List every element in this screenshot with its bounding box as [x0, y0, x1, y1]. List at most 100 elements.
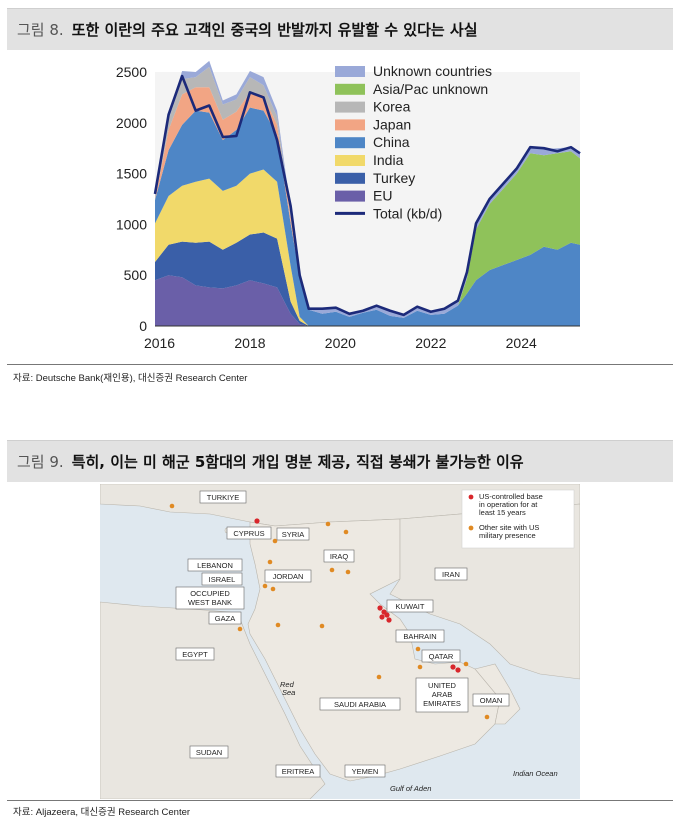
site-marker — [345, 569, 351, 575]
base-marker — [377, 605, 383, 611]
legend-swatch — [335, 101, 365, 113]
site-marker — [417, 664, 423, 670]
svg-text:EGYPT: EGYPT — [182, 650, 208, 659]
legend-label: EU — [373, 188, 392, 204]
figure9-header: 그림 9. 특히, 이는 미 해군 5함대의 개입 명분 제공, 직접 봉쇄가 … — [7, 440, 673, 482]
x-tick-label: 2016 — [144, 335, 175, 351]
chart-iran-oil-exports: 0 500 1000 1500 2000 2500 2016 2018 2020 2022 2024… — [116, 60, 581, 351]
land-africa — [100, 601, 326, 799]
legend-orange-line2: military presence — [479, 531, 536, 540]
site-marker — [169, 503, 175, 509]
svg-text:OCCUPIED: OCCUPIED — [190, 589, 230, 598]
x-tick-label: 2018 — [234, 335, 265, 351]
legend-orange-dot — [468, 525, 474, 531]
label-egypt: EGYPT — [175, 647, 215, 661]
label-indian-ocean: Indian Ocean — [513, 769, 558, 778]
area-asia-pac-unknown — [155, 66, 580, 318]
label-red-sea-2: Sea — [282, 688, 295, 697]
svg-text:QATAR: QATAR — [429, 652, 454, 661]
label-gulf-of-aden: Gulf of Aden — [390, 784, 431, 793]
svg-text:CYPRUS: CYPRUS — [233, 529, 264, 538]
legend-label: Asia/Pac unknown — [373, 81, 488, 97]
y-tick-label: 500 — [124, 267, 148, 283]
middle-east-map: US-controlled base in operation for at l… — [100, 484, 580, 799]
figure9-title: 특히, 이는 미 해군 5함대의 개입 명분 제공, 직접 봉쇄가 불가능한 이… — [71, 453, 524, 471]
legend-swatch — [335, 190, 365, 202]
label-sudan: SUDAN — [189, 745, 229, 759]
legend-red-line1: US-controlled base — [479, 492, 543, 501]
us-sites-orange — [169, 503, 490, 720]
site-marker — [343, 529, 349, 535]
legend-swatch — [335, 119, 365, 131]
y-tick-label: 1000 — [116, 216, 147, 232]
label-iraq: IRAQ — [323, 549, 355, 563]
y-tick-label: 2000 — [116, 115, 147, 131]
legend-label: Turkey — [373, 170, 415, 186]
legend-label: Total (kb/d) — [373, 205, 442, 221]
figure9-divider — [7, 800, 673, 801]
legend-label: Korea — [373, 99, 411, 115]
legend-swatch — [335, 172, 365, 184]
label-iran: IRAN — [434, 567, 468, 581]
site-marker — [319, 623, 325, 629]
label-red-sea-1: Red — [280, 680, 295, 689]
base-marker — [455, 667, 461, 673]
legend-swatch — [335, 155, 365, 166]
site-marker — [262, 583, 268, 589]
base-marker — [384, 612, 390, 618]
us-bases-red — [254, 518, 461, 673]
svg-text:UNITED: UNITED — [428, 681, 457, 690]
site-marker — [376, 674, 382, 680]
label-syria: SYRIA — [276, 527, 310, 541]
figure8-divider — [7, 364, 673, 365]
label-lebanon: LEBANON — [187, 558, 243, 572]
svg-text:YEMEN: YEMEN — [352, 767, 379, 776]
site-marker — [272, 538, 278, 544]
area-china — [155, 107, 580, 326]
y-tick-label: 0 — [139, 318, 147, 334]
x-tick-label: 2022 — [415, 335, 446, 351]
svg-text:GAZA: GAZA — [215, 614, 235, 623]
label-turkiye: TURKIYE — [199, 490, 247, 504]
svg-text:LEBANON: LEBANON — [197, 561, 233, 570]
svg-text:KUWAIT: KUWAIT — [396, 602, 425, 611]
site-marker — [329, 567, 335, 573]
legend-label: China — [373, 134, 410, 150]
y-tick-label: 1500 — [116, 166, 147, 182]
svg-text:SYRIA: SYRIA — [282, 530, 305, 539]
base-marker — [450, 664, 456, 670]
site-marker — [275, 622, 281, 628]
label-saudi-arabia: SAUDI ARABIA — [319, 697, 401, 711]
svg-text:WEST BANK: WEST BANK — [188, 598, 232, 607]
svg-text:IRAN: IRAN — [442, 570, 460, 579]
figure8-title: 또한 이란의 주요 고객인 중국의 반발까지 유발할 수 있다는 사실 — [71, 21, 478, 39]
site-marker — [463, 661, 469, 667]
label-cyprus: CYPRUS — [226, 526, 272, 540]
label-oman: OMAN — [472, 693, 510, 707]
svg-text:ISRAEL: ISRAEL — [209, 575, 236, 584]
svg-text:EMIRATES: EMIRATES — [423, 699, 461, 708]
x-tick-label: 2020 — [325, 335, 356, 351]
site-marker — [237, 626, 243, 632]
legend-swatch — [335, 83, 365, 95]
site-marker — [484, 714, 490, 720]
svg-text:SAUDI ARABIA: SAUDI ARABIA — [334, 700, 386, 709]
legend-red-line2: in operation for at — [479, 500, 538, 509]
line-total — [153, 74, 581, 317]
svg-text:OMAN: OMAN — [480, 696, 503, 705]
legend-label: India — [373, 152, 404, 168]
area-india — [155, 169, 580, 326]
figure8-header: 그림 8. 또한 이란의 주요 고객인 중국의 반발까지 유발할 수 있다는 사… — [7, 8, 673, 50]
base-marker — [254, 518, 260, 524]
label-bahrain: BAHRAIN — [395, 629, 445, 643]
map-legend: US-controlled base in operation for at l… — [461, 489, 575, 549]
label-gaza: GAZA — [208, 611, 242, 625]
legend-label: Japan — [373, 116, 411, 132]
label-israel: ISRAEL — [201, 572, 243, 586]
legend-swatch — [335, 137, 365, 149]
site-marker — [415, 646, 421, 652]
legend-swatch — [335, 66, 365, 77]
legend-orange-line1: Other site with US — [479, 523, 539, 532]
site-marker — [270, 586, 276, 592]
